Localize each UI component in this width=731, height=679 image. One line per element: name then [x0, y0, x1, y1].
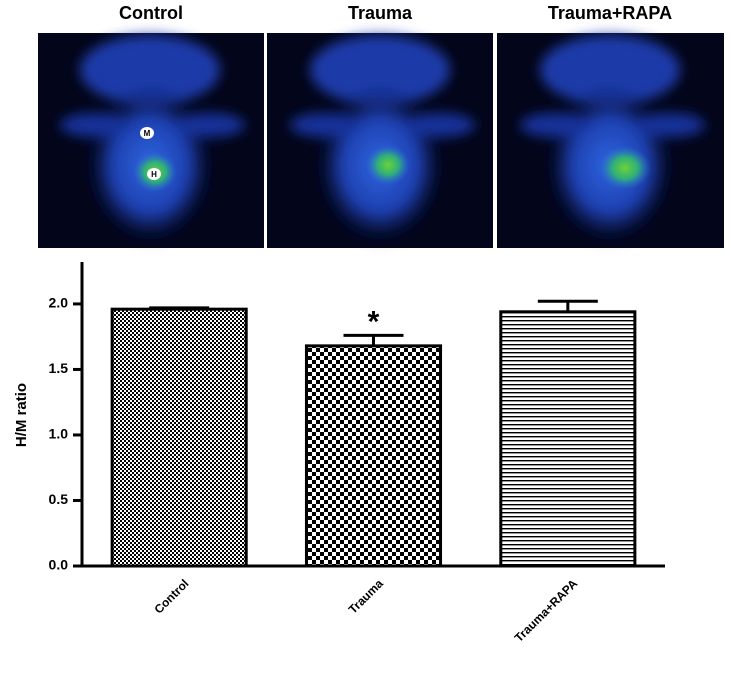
- panel-title: Control: [119, 3, 183, 23]
- bar: [304, 344, 443, 568]
- x-tick-label: Trauma+RAPA: [512, 576, 581, 645]
- y-tick-label: 1.0: [49, 426, 69, 442]
- panel-title: Trauma+RAPA: [548, 3, 672, 23]
- y-tick-label: 1.5: [49, 360, 69, 376]
- bar: [499, 310, 637, 568]
- y-tick-label: 2.0: [49, 295, 69, 311]
- y-tick-label: 0.5: [49, 491, 69, 507]
- error-bar: [537, 299, 598, 312]
- scan-panel: [497, 33, 724, 248]
- scan-panel: [267, 33, 493, 248]
- y-axis-label: H/M ratio: [13, 383, 30, 447]
- x-tick-label: Control: [151, 576, 191, 616]
- scan-panel: [38, 33, 264, 248]
- x-tick-label: Trauma: [346, 576, 386, 616]
- marker-label: H: [151, 170, 157, 179]
- image-panels: Control Trauma Trauma+RAPA M H: [38, 3, 724, 248]
- annotation: *: [368, 305, 380, 338]
- panel-title: Trauma: [348, 3, 413, 23]
- marker-label: M: [144, 129, 151, 138]
- error-bar: [149, 306, 210, 310]
- y-tick-label: 0.0: [49, 557, 69, 573]
- bar: [110, 307, 248, 568]
- error-bar: [343, 333, 404, 346]
